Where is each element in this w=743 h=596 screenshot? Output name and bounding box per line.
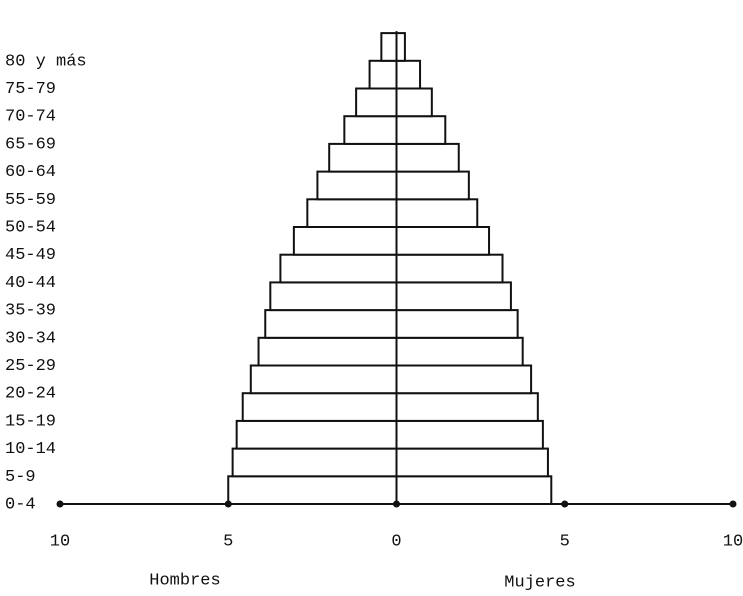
- category-label: 50-54: [5, 218, 56, 237]
- bar-men: [231, 447, 398, 478]
- x-tick-mark: [224, 500, 232, 508]
- bar-women: [395, 253, 504, 284]
- bar-women: [395, 170, 470, 201]
- category-label: 5-9: [5, 468, 36, 487]
- bar-women: [395, 447, 549, 478]
- x-tick-mark: [729, 500, 737, 508]
- bar-men: [227, 475, 398, 505]
- bar-men: [380, 32, 398, 62]
- bar-women: [395, 142, 460, 173]
- bar-women: [395, 198, 479, 229]
- bar-women: [395, 59, 422, 90]
- bar-men: [249, 364, 398, 395]
- category-label: 20-24: [5, 385, 56, 404]
- category-label: 0-4: [5, 495, 36, 514]
- category-label: 30-34: [5, 329, 56, 348]
- bar-men: [343, 115, 398, 145]
- bar-women: [395, 32, 406, 62]
- category-label: 55-59: [5, 191, 56, 210]
- bar-men: [355, 87, 398, 118]
- bar-men: [257, 336, 398, 367]
- category-label: 45-49: [5, 246, 56, 265]
- bar-women: [395, 475, 553, 505]
- category-label: 65-69: [5, 135, 56, 154]
- bar-women: [395, 364, 533, 395]
- x-tick-label: 5: [223, 532, 233, 551]
- bar-women: [395, 281, 512, 312]
- bar-men: [292, 226, 398, 256]
- axis-label-men: Hombres: [149, 571, 220, 590]
- bar-men: [328, 142, 398, 173]
- bar-men: [269, 281, 398, 312]
- bar-women: [395, 392, 539, 422]
- bar-women: [395, 87, 433, 118]
- bar-men: [316, 170, 398, 201]
- bar-women: [395, 419, 544, 450]
- x-tick-mark: [561, 500, 569, 508]
- x-tick-mark: [393, 500, 400, 508]
- category-label: 40-44: [5, 274, 56, 293]
- category-label: 80 y más: [5, 52, 87, 71]
- bar-men: [368, 59, 398, 90]
- x-tick-label: 10: [723, 532, 743, 551]
- bar-women: [395, 336, 524, 367]
- bar-men: [235, 419, 398, 450]
- bar-women: [395, 226, 491, 256]
- bar-men: [264, 309, 398, 339]
- bar-men: [306, 198, 398, 229]
- category-label: 25-29: [5, 357, 56, 376]
- category-label: 75-79: [5, 80, 56, 99]
- category-label: 70-74: [5, 108, 56, 127]
- bar-women: [395, 115, 447, 145]
- bar-men: [279, 253, 398, 284]
- bar-women: [395, 309, 519, 339]
- x-tick-label: 10: [50, 532, 70, 551]
- x-tick-label: 5: [560, 532, 570, 551]
- category-label: 60-64: [5, 163, 56, 182]
- category-label: 35-39: [5, 302, 56, 321]
- x-tick-label: 0: [391, 532, 401, 551]
- category-label: 10-14: [5, 440, 56, 459]
- axis-label-women: Mujeres: [504, 573, 575, 592]
- bar-men: [241, 392, 398, 422]
- category-label: 15-19: [5, 412, 56, 431]
- x-tick-mark: [56, 500, 64, 508]
